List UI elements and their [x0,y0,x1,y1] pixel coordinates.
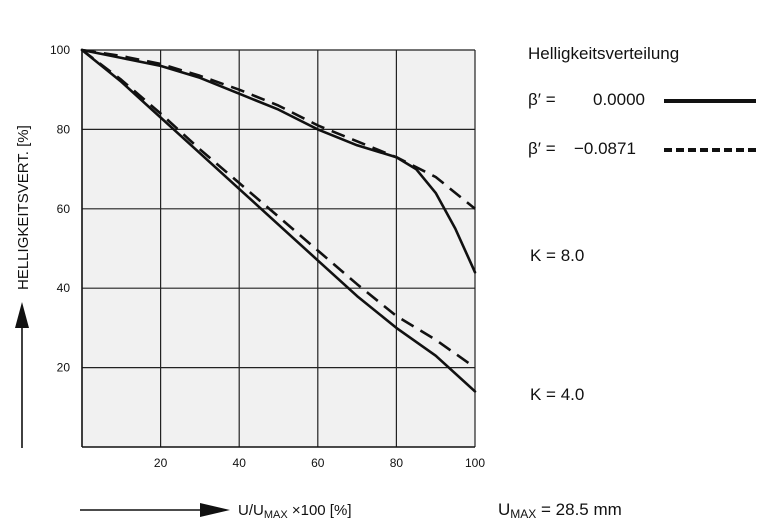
legend-label-beta-1: β′ = [528,90,556,109]
x-tick-label-60: 60 [311,456,325,470]
y-tick-label-60: 60 [57,202,71,216]
x-axis-title-main: U/U [238,502,264,519]
x-tick-label-40: 40 [233,456,247,470]
legend-label-beta-2: β′ = [528,139,556,158]
annotation-k8: K = 8.0 [530,246,585,265]
series-lines [80,48,477,393]
x-axis-title-sub: MAX [264,509,289,521]
y-tick-label-40: 40 [57,281,71,295]
legend-value-beta-2: −0.0871 [574,139,636,158]
y-tick-label-80: 80 [57,122,71,136]
legend-value-beta-1: 0.0000 [593,90,645,109]
grid [81,49,476,448]
x-tick-label-20: 20 [154,456,168,470]
series-line-3 [81,48,476,369]
series-line-0 [80,48,477,274]
legend-title: Helligkeitsverteilung [528,44,680,63]
annotation-umax: UMAX = 28.5 mm [498,500,622,521]
x-tick-label-80: 80 [390,456,404,470]
x-tick-label-100: 100 [465,456,485,470]
x-axis-title-rest: ×100 [%] [288,502,352,519]
plot-area [82,50,475,447]
legend-dashed-line [664,148,756,152]
umax-sub: MAX [510,507,537,521]
x-axis-title: U/UMAX ×100 [%] [238,502,351,521]
legend-solid-line [664,99,756,103]
series-line-1 [81,48,476,210]
umax-main: U [498,500,511,519]
series-line-2 [80,48,477,393]
annotation-k4: K = 4.0 [530,385,585,404]
x-axis-arrow-head [200,503,230,517]
y-tick-label-100: 100 [50,43,70,57]
y-axis-arrow-head [15,302,29,328]
umax-rest: = 28.5 mm [536,500,622,519]
y-axis-title: HELLIGKEITSVERT. [%] [15,125,32,290]
y-tick-label-20: 20 [57,361,71,375]
tick-labels: 20 40 60 80 100 20 40 60 80 100 [50,43,485,470]
